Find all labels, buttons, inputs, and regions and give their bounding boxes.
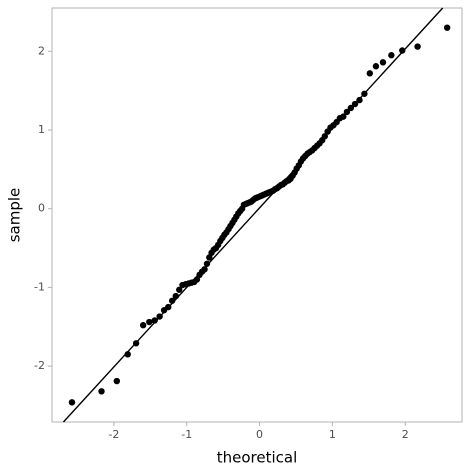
point bbox=[113, 377, 121, 385]
point bbox=[351, 100, 359, 108]
point bbox=[372, 63, 380, 70]
x-tick-label: -1 bbox=[181, 428, 192, 441]
y-tick-label: 1 bbox=[38, 123, 45, 136]
point bbox=[156, 313, 163, 320]
point bbox=[356, 96, 363, 104]
y-tick-label: 2 bbox=[38, 44, 45, 57]
point bbox=[151, 317, 158, 324]
point bbox=[366, 70, 374, 77]
point bbox=[343, 108, 351, 116]
x-tick-label: 0 bbox=[256, 428, 263, 441]
y-tick-label: -2 bbox=[34, 359, 45, 372]
point bbox=[68, 399, 76, 406]
point bbox=[361, 90, 368, 97]
point bbox=[98, 388, 105, 395]
point bbox=[321, 133, 328, 140]
point bbox=[203, 260, 211, 267]
point bbox=[340, 113, 347, 120]
panel bbox=[51, 7, 463, 423]
y-axis-title: sample bbox=[6, 188, 24, 243]
point bbox=[399, 47, 406, 54]
point bbox=[168, 297, 176, 304]
y-tick-label: 0 bbox=[38, 202, 45, 215]
point bbox=[165, 303, 172, 311]
x-axis-title: theoretical bbox=[217, 449, 298, 467]
x-tick-label: 1 bbox=[329, 428, 336, 441]
point bbox=[146, 318, 153, 326]
y-tick-label: -1 bbox=[34, 280, 45, 293]
point bbox=[347, 104, 355, 112]
point bbox=[172, 292, 180, 300]
point bbox=[139, 321, 147, 329]
point bbox=[132, 340, 140, 347]
point bbox=[124, 351, 131, 358]
point bbox=[414, 43, 421, 50]
point bbox=[379, 59, 387, 66]
x-tick-label: 2 bbox=[402, 428, 409, 441]
point bbox=[201, 266, 208, 273]
point bbox=[388, 52, 395, 59]
point bbox=[443, 24, 451, 31]
point bbox=[193, 276, 201, 283]
x-tick-label: -2 bbox=[108, 428, 119, 441]
point bbox=[176, 286, 183, 293]
